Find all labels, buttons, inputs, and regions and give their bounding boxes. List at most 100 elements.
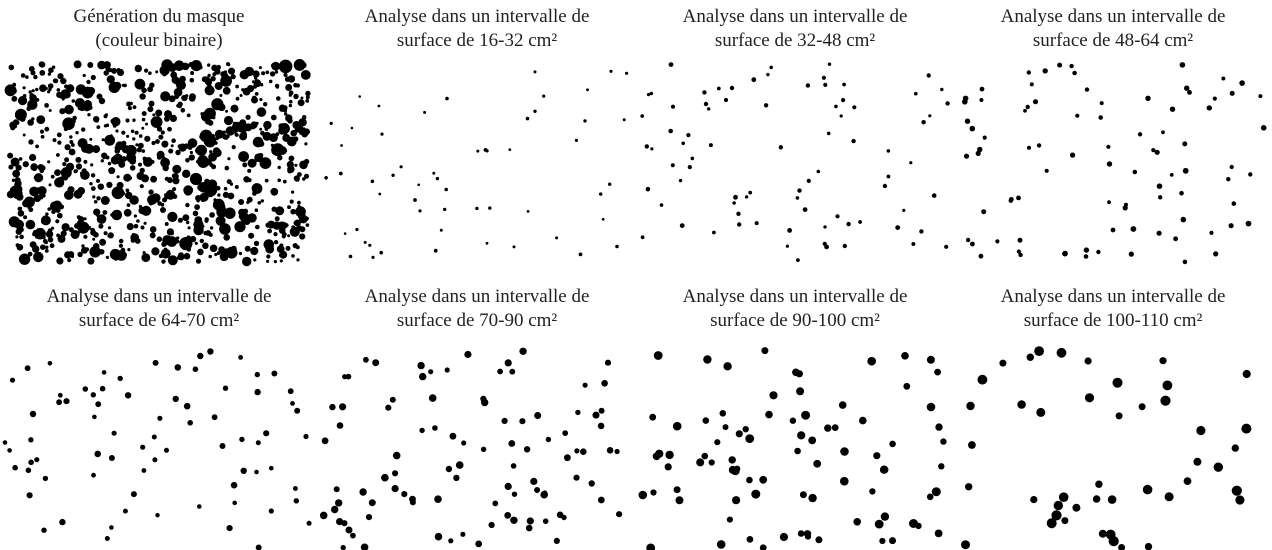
particle-dot xyxy=(485,241,489,245)
mask-dot xyxy=(93,116,100,123)
particle-dot xyxy=(970,241,975,247)
particle-dot xyxy=(823,225,827,229)
mask-dot xyxy=(266,254,271,259)
mask-dot xyxy=(246,85,255,93)
particle-dot xyxy=(432,425,438,431)
mask-dot xyxy=(199,238,204,244)
particle-dot xyxy=(670,163,675,168)
mask-dot xyxy=(90,163,94,167)
particle-dot xyxy=(926,402,936,412)
particle-dot xyxy=(690,156,695,161)
particle-dot xyxy=(1098,529,1107,538)
particle-dot xyxy=(751,489,761,499)
particle-dot xyxy=(733,194,738,200)
mask-dot xyxy=(86,79,91,85)
particle-dot xyxy=(852,105,857,110)
mask-dot xyxy=(148,71,152,75)
mask-dot xyxy=(39,84,47,92)
mask-dot xyxy=(183,145,186,149)
mask-dot xyxy=(106,75,115,84)
particle-dot xyxy=(419,372,427,381)
particle-dot xyxy=(1128,251,1134,257)
particle-dot xyxy=(526,210,530,213)
panel-title: surface de 100-110 cm² xyxy=(1024,310,1203,331)
mask-dot xyxy=(118,243,123,248)
particle-dot xyxy=(455,461,464,469)
mask-dot xyxy=(132,105,137,110)
mask-dot xyxy=(30,163,38,171)
mask-dot xyxy=(157,155,162,160)
mask-dot xyxy=(33,74,38,80)
mask-dot xyxy=(305,90,311,97)
mask-dot xyxy=(284,76,291,82)
particle-dot xyxy=(336,518,344,526)
particle-dot xyxy=(526,517,534,525)
mask-dot xyxy=(87,113,91,117)
particle-dot xyxy=(254,388,261,396)
particle-dot xyxy=(723,362,732,371)
mask-dot xyxy=(134,130,139,135)
particle-dot xyxy=(575,409,581,416)
particle-dot xyxy=(542,518,549,524)
particle-dot xyxy=(504,482,512,490)
particle-dot xyxy=(646,93,651,97)
mask-dot xyxy=(28,139,34,145)
particle-dot xyxy=(737,222,742,227)
particle-dot xyxy=(615,244,619,249)
mask-dot xyxy=(57,170,61,174)
particle-dot xyxy=(1016,249,1022,254)
mask-dot xyxy=(220,75,233,87)
particle-dot xyxy=(940,87,944,92)
mask-dot xyxy=(11,178,16,182)
mask-dot xyxy=(34,227,46,240)
panel-title: surface de 48-64 cm² xyxy=(1033,30,1194,51)
particle-dot xyxy=(1029,82,1034,87)
mask-dot xyxy=(222,130,226,135)
mask-dot xyxy=(238,208,246,217)
particle-dot xyxy=(104,536,110,541)
mask-dot xyxy=(261,71,266,76)
particle-dot xyxy=(519,347,527,355)
particle-dot xyxy=(601,380,608,387)
particle-dot xyxy=(769,65,773,70)
panel-image xyxy=(961,346,1252,550)
mask-dot xyxy=(125,191,133,200)
mask-dot xyxy=(265,133,269,138)
mask-dot xyxy=(93,200,98,204)
particle-dot xyxy=(42,475,49,482)
mask-dot xyxy=(97,60,106,70)
mask-dot xyxy=(138,206,146,215)
mask-dot xyxy=(90,227,95,233)
particle-dot xyxy=(439,228,443,232)
mask-dot xyxy=(47,160,51,164)
particle-dot xyxy=(604,359,612,366)
particle-dot xyxy=(174,364,182,371)
mask-dot xyxy=(298,65,302,69)
particle-dot xyxy=(92,414,97,420)
particle-dot xyxy=(2,440,8,445)
particle-dot xyxy=(797,530,805,537)
particle-dot xyxy=(869,488,876,495)
particle-dot xyxy=(597,496,605,504)
mask-dot xyxy=(166,177,173,184)
particle-dot xyxy=(333,486,340,493)
mask-dot xyxy=(12,123,18,129)
mask-dot xyxy=(304,142,308,146)
particle-dot xyxy=(464,350,472,359)
mask-dot xyxy=(212,116,216,120)
mask-dot xyxy=(195,195,202,202)
particle-dot xyxy=(614,448,620,455)
mask-dot xyxy=(142,156,147,161)
particle-dot xyxy=(1044,168,1049,173)
mask-dot xyxy=(105,255,109,259)
mask-dot xyxy=(141,111,147,117)
particle-dot xyxy=(24,365,31,372)
particle-dot xyxy=(434,495,442,504)
mask-dot xyxy=(28,90,32,94)
particle-dot xyxy=(622,118,626,122)
particle-dot xyxy=(91,472,96,478)
mask-dot xyxy=(25,75,29,79)
mask-dot xyxy=(275,206,285,216)
mask-dot xyxy=(253,79,262,88)
